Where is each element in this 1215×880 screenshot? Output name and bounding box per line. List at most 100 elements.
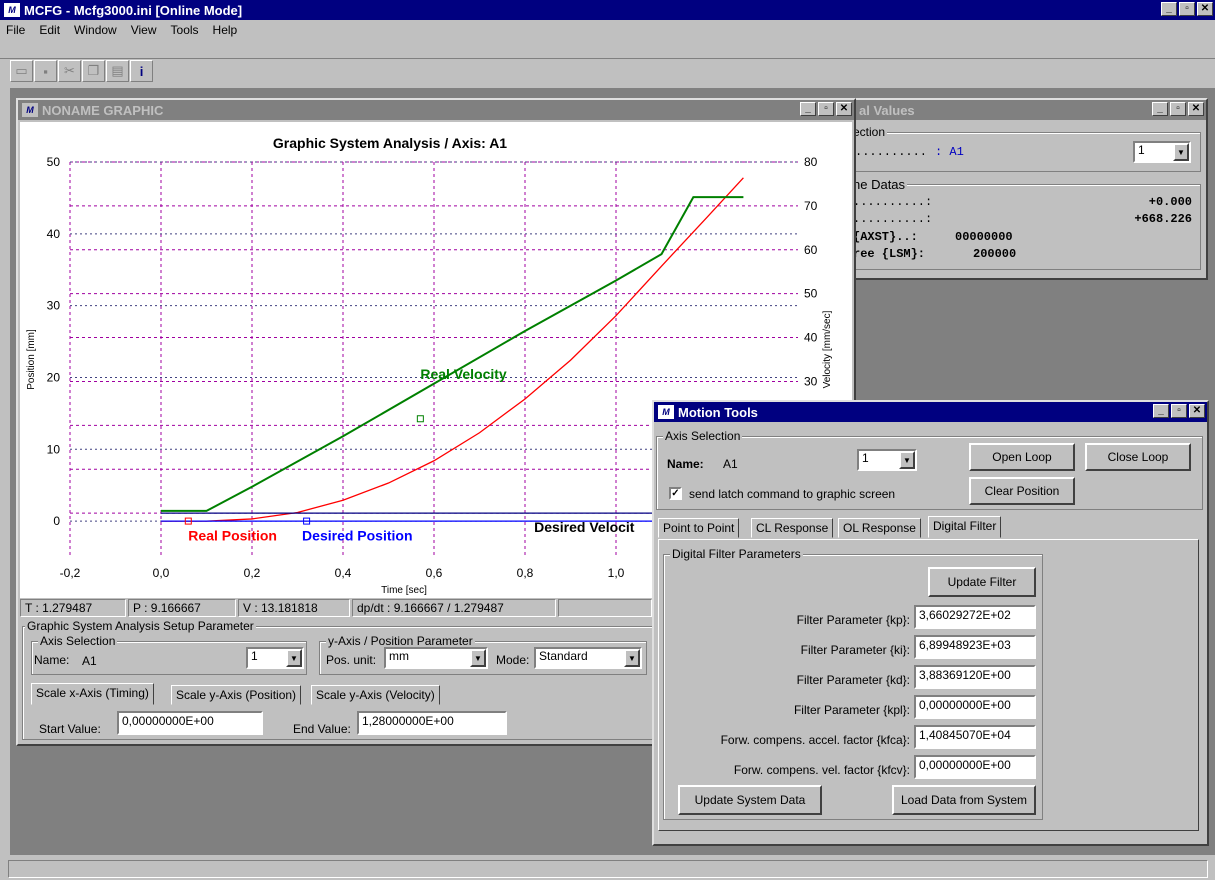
info-icon[interactable]: i bbox=[130, 60, 153, 82]
x-tick-label: 0,0 bbox=[153, 566, 170, 580]
axis-select[interactable]: 1 ▼ bbox=[246, 647, 304, 669]
y2-tick-label: 30 bbox=[804, 374, 818, 388]
minimize-button[interactable]: _ bbox=[1161, 2, 1177, 16]
pos-unit-select[interactable]: mm ▼ bbox=[384, 647, 488, 669]
chevron-down-icon[interactable]: ▼ bbox=[286, 649, 302, 667]
chevron-down-icon[interactable]: ▼ bbox=[1173, 143, 1189, 161]
kp-input[interactable]: 3,66029272E+02 bbox=[914, 605, 1036, 629]
open-icon[interactable]: ▭ bbox=[10, 60, 33, 82]
marker bbox=[303, 517, 311, 525]
param-label: Filter Parameter {kp}: bbox=[796, 613, 910, 627]
open-loop-button[interactable]: Open Loop bbox=[969, 443, 1075, 471]
axis-select[interactable]: 1 ▼ bbox=[857, 449, 917, 471]
tab-ol-response[interactable]: OL Response bbox=[838, 518, 921, 538]
menu-file[interactable]: File bbox=[6, 23, 26, 37]
kfcv-input[interactable]: 0,00000000E+00 bbox=[914, 755, 1036, 779]
group-label: Digital Filter Parameters bbox=[670, 547, 803, 561]
close-loop-button[interactable]: Close Loop bbox=[1085, 443, 1191, 471]
chevron-down-icon[interactable]: ▼ bbox=[470, 649, 486, 667]
end-value-input[interactable]: 1,28000000E+00 bbox=[357, 711, 507, 735]
menu-view[interactable]: View bbox=[130, 23, 157, 37]
row-value: 00000000 bbox=[955, 230, 1013, 244]
values-axis-group: ection .......... : A1 1 ▼ bbox=[851, 125, 1201, 172]
row-value: +0.000 bbox=[1148, 195, 1192, 209]
minimize-button[interactable]: _ bbox=[1153, 404, 1169, 418]
x-tick-label: -0,2 bbox=[60, 566, 81, 580]
row-value: 200000 bbox=[973, 247, 1017, 261]
minimize-button[interactable]: _ bbox=[1152, 102, 1168, 116]
paste-icon[interactable]: ▤ bbox=[106, 60, 129, 82]
motion-titlebar[interactable]: M Motion Tools _ ▫ ✕ bbox=[654, 402, 1207, 422]
maximize-button[interactable]: ▫ bbox=[1170, 102, 1186, 116]
end-value-label: End Value: bbox=[293, 722, 351, 736]
mode-select[interactable]: Standard ▼ bbox=[534, 647, 642, 669]
row-value: +668.226 bbox=[1134, 212, 1192, 226]
menu-edit[interactable]: Edit bbox=[39, 23, 61, 37]
close-button[interactable]: ✕ bbox=[836, 102, 852, 116]
marker bbox=[416, 415, 424, 423]
update-system-button[interactable]: Update System Data bbox=[678, 785, 822, 815]
digital-filter-group: Digital Filter Parameters Update Filter … bbox=[663, 547, 1043, 820]
load-data-button[interactable]: Load Data from System bbox=[892, 785, 1036, 815]
row-label: {AXST}..: bbox=[853, 230, 918, 244]
app-titlebar[interactable]: M MCFG - Mcfg3000.ini [Online Mode] _ ▫ … bbox=[0, 0, 1215, 20]
name-value: A1 bbox=[82, 654, 97, 668]
series-line bbox=[161, 177, 744, 522]
ki-input[interactable]: 6,89948923E+03 bbox=[914, 635, 1036, 659]
menu-tools[interactable]: Tools bbox=[170, 23, 199, 37]
maximize-button[interactable]: ▫ bbox=[1171, 404, 1187, 418]
update-filter-button[interactable]: Update Filter bbox=[928, 567, 1036, 597]
tab-cl-response[interactable]: CL Response bbox=[751, 518, 834, 538]
latch-checkbox[interactable]: ✓ bbox=[669, 487, 682, 500]
x-tick-label: 0,6 bbox=[426, 566, 443, 580]
cut-icon[interactable]: ✂ bbox=[58, 60, 81, 82]
maximize-button[interactable]: ▫ bbox=[818, 102, 834, 116]
tab-digital-filter[interactable]: Digital Filter bbox=[928, 516, 1002, 538]
window-icon: M bbox=[22, 103, 38, 117]
start-value-input[interactable]: 0,00000000E+00 bbox=[117, 711, 263, 735]
graphic-titlebar[interactable]: M NONAME GRAPHIC _ ▫ ✕ bbox=[18, 100, 854, 120]
chevron-down-icon[interactable]: ▼ bbox=[624, 649, 640, 667]
row-label: ..........: bbox=[853, 195, 933, 209]
menu-window[interactable]: Window bbox=[74, 23, 117, 37]
axis-select[interactable]: 1 ▼ bbox=[1133, 141, 1191, 163]
y-tick-label: 30 bbox=[47, 299, 61, 313]
status-empty bbox=[558, 599, 652, 617]
clear-position-button[interactable]: Clear Position bbox=[969, 477, 1075, 505]
motion-tabs: Point to Point CL Response OL Response D… bbox=[658, 516, 1205, 540]
window-icon: M bbox=[658, 405, 674, 419]
y-tick-label: 10 bbox=[47, 442, 61, 456]
tab-scale-y-velocity[interactable]: Scale y-Axis (Velocity) bbox=[311, 685, 440, 705]
copy-icon[interactable]: ❐ bbox=[82, 60, 105, 82]
app-title: MCFG - Mcfg3000.ini [Online Mode] bbox=[24, 2, 243, 18]
kd-input[interactable]: 3,88369120E+00 bbox=[914, 665, 1036, 689]
values-window: al Values _ ▫ ✕ ection .......... : A1 1… bbox=[851, 98, 1208, 280]
app-icon: M bbox=[4, 3, 20, 17]
values-titlebar[interactable]: al Values _ ▫ ✕ bbox=[855, 100, 1206, 120]
x-tick-label: 0,2 bbox=[244, 566, 261, 580]
minimize-button[interactable]: _ bbox=[800, 102, 816, 116]
maximize-button[interactable]: ▫ bbox=[1179, 2, 1195, 16]
pos-unit-label: Pos. unit: bbox=[326, 653, 377, 667]
app-status-bar bbox=[8, 860, 1208, 878]
tab-scale-y-position[interactable]: Scale y-Axis (Position) bbox=[171, 685, 302, 705]
kfca-input[interactable]: 1,40845070E+04 bbox=[914, 725, 1036, 749]
kpl-input[interactable]: 0,00000000E+00 bbox=[914, 695, 1036, 719]
close-button[interactable]: ✕ bbox=[1189, 404, 1205, 418]
y2-tick-label: 80 bbox=[804, 155, 818, 169]
scale-tabs: Scale x-Axis (Timing) Scale y-Axis (Posi… bbox=[31, 683, 651, 707]
close-button[interactable]: ✕ bbox=[1188, 102, 1204, 116]
tab-point-to-point[interactable]: Point to Point bbox=[658, 518, 740, 538]
chevron-down-icon[interactable]: ▼ bbox=[899, 451, 915, 469]
x-axis-label: Time [sec] bbox=[381, 585, 427, 596]
tab-scale-x[interactable]: Scale x-Axis (Timing) bbox=[31, 683, 154, 705]
y2-axis-label: Velocity [mm/sec] bbox=[822, 310, 833, 388]
y2-tick-label: 50 bbox=[804, 287, 818, 301]
y-tick-label: 40 bbox=[47, 227, 61, 241]
menu-help[interactable]: Help bbox=[212, 23, 238, 37]
close-button[interactable]: ✕ bbox=[1197, 2, 1213, 16]
toolbar: ▭ ▪ ✂ ❐ ▤ i bbox=[10, 60, 153, 82]
status-position: P : 9.166667 bbox=[128, 599, 236, 617]
param-label: Filter Parameter {kd}: bbox=[796, 673, 910, 687]
save-icon[interactable]: ▪ bbox=[34, 60, 57, 82]
